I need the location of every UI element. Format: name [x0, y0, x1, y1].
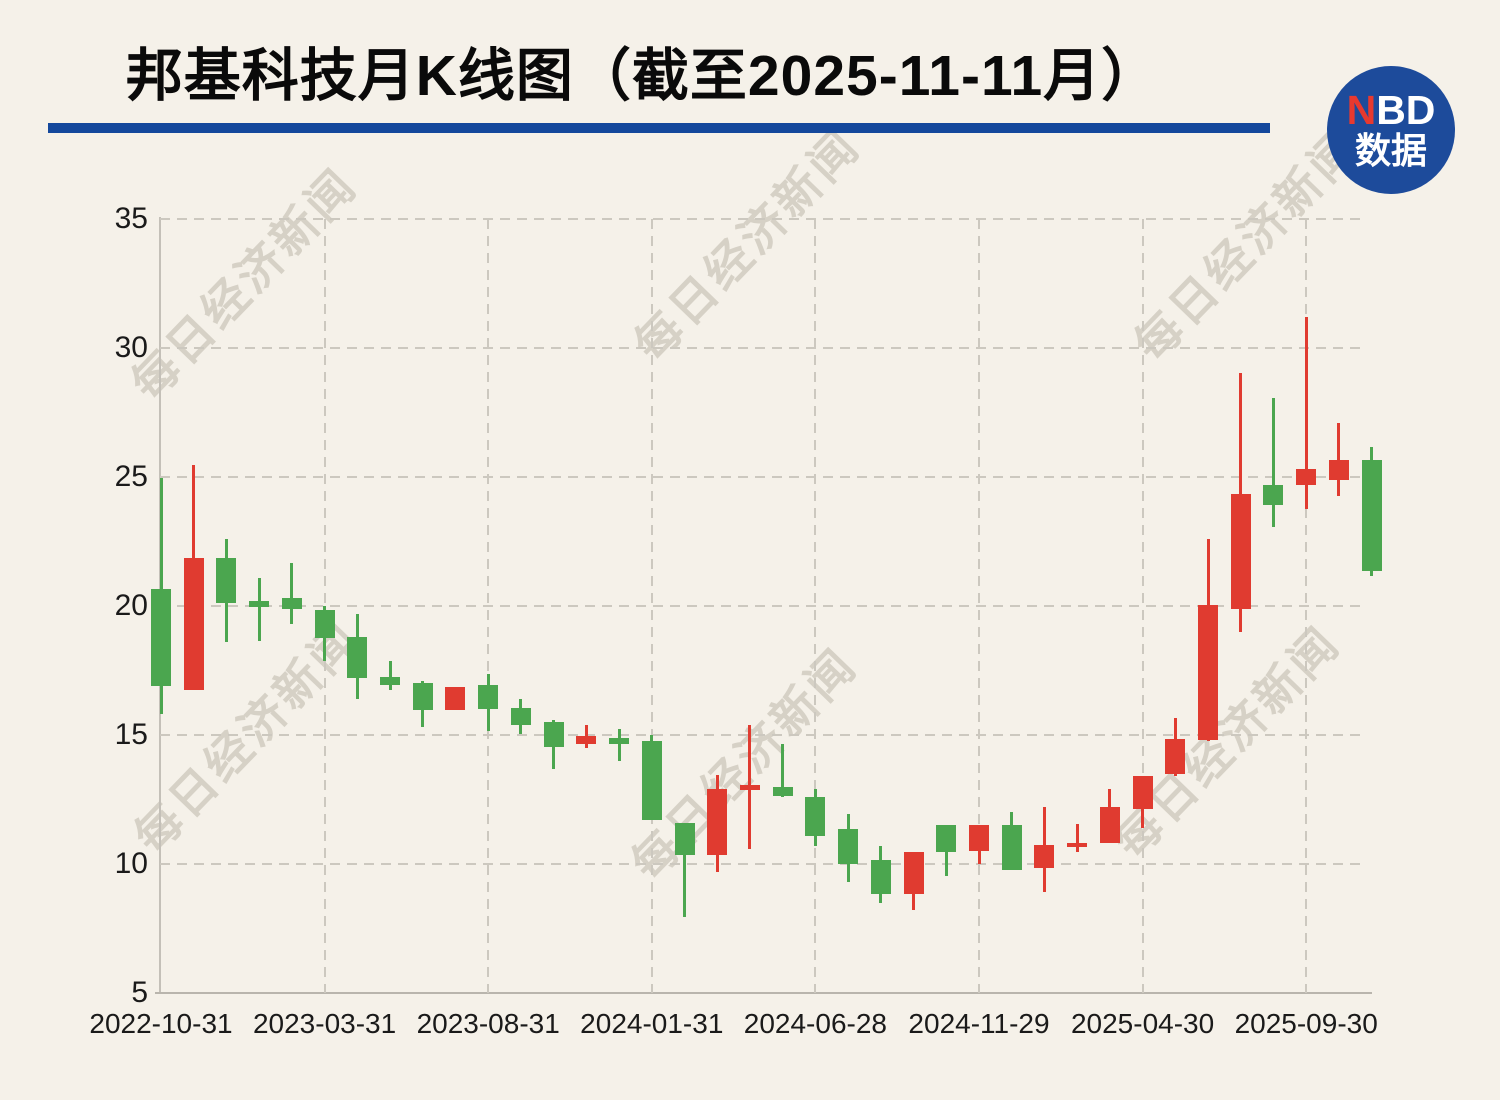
x-axis-label: 2022-10-31 [89, 1008, 233, 1039]
candle-wick-2024-02 [683, 822, 687, 917]
nbd-logo-text: NBD [1346, 87, 1436, 133]
candle-2025-10 [1328, 460, 1349, 480]
gridline-horizontal [160, 605, 1363, 607]
gridline-vertical [487, 219, 490, 993]
candle-wick-2023-12 [617, 728, 621, 761]
x-axis-label: 2025-09-30 [1234, 1008, 1378, 1039]
candle-2023-08 [478, 684, 499, 710]
candle-2023-04 [347, 636, 368, 679]
candle-2022-10 [151, 589, 171, 686]
candle-wick-2025-10 [1337, 422, 1341, 497]
x-axis-line [155, 992, 1372, 994]
candle-2025-08 [1263, 484, 1284, 506]
candle-2024-10 [936, 825, 957, 853]
gridline-vertical [978, 219, 980, 993]
candle-2024-05 [772, 786, 793, 796]
candle-2023-09 [510, 707, 531, 725]
candle-2024-11 [969, 825, 989, 852]
x-axis-label: 2024-06-28 [743, 1008, 887, 1039]
candle-wick-2023-01 [257, 577, 261, 641]
gridline-horizontal [160, 347, 1363, 349]
candle-2023-11 [576, 736, 597, 745]
gridline-vertical [1141, 219, 1144, 993]
candle-2025-02 [1067, 843, 1088, 848]
x-axis-label: 2023-08-31 [416, 1008, 560, 1039]
candle-wick-2024-05 [781, 744, 785, 797]
candle-2024-09 [903, 852, 924, 894]
candle-2023-01 [249, 600, 270, 608]
gridline-horizontal [160, 734, 1363, 736]
candle-2025-04 [1132, 776, 1153, 809]
candle-2022-11 [183, 558, 204, 690]
candle-2023-06 [412, 683, 433, 711]
candle-2023-05 [380, 676, 401, 685]
y-axis-label: 20 [114, 589, 148, 622]
gridline-vertical [814, 219, 817, 993]
candle-2023-12 [609, 737, 630, 745]
candle-wick-2025-08 [1271, 398, 1275, 528]
candle-2025-11 [1361, 460, 1382, 572]
x-axis-label: 2025-04-30 [1070, 1008, 1215, 1039]
candle-2025-05 [1165, 738, 1186, 774]
candle-2024-01 [641, 741, 662, 821]
gridline-horizontal [160, 476, 1363, 478]
candle-2025-09 [1296, 469, 1317, 485]
x-axis-label: 2023-03-31 [252, 1008, 397, 1039]
candle-2025-06 [1198, 604, 1219, 741]
candle-2023-10 [543, 722, 564, 747]
candle-2024-04 [739, 785, 760, 791]
y-axis-label: 15 [114, 718, 148, 751]
gridline-vertical [1305, 219, 1308, 993]
y-axis-label: 5 [131, 976, 148, 1009]
candle-2025-03 [1099, 807, 1120, 844]
candle-2023-02 [281, 598, 302, 609]
page-title: 邦基科技月K线图（截至2025-11-11月） [125, 44, 1160, 108]
candle-2024-07 [838, 829, 859, 864]
candle-2023-07 [445, 687, 466, 711]
candle-2024-06 [805, 796, 826, 836]
nbd-logo-subtitle: 数据 [1354, 130, 1427, 171]
y-axis-label: 25 [114, 460, 148, 493]
candle-wick-2025-02 [1075, 824, 1079, 853]
candle-2025-01 [1034, 844, 1055, 868]
candle-2024-03 [707, 789, 728, 855]
gridline-horizontal [160, 218, 1363, 220]
candle-2025-07 [1230, 493, 1251, 609]
candle-wick-2023-02 [290, 563, 294, 625]
y-axis-label: 30 [114, 331, 148, 364]
gridline-vertical [650, 219, 653, 993]
title-underline [48, 123, 1270, 133]
candle-wick-2023-05 [388, 661, 392, 690]
y-axis-label: 10 [114, 847, 148, 880]
candle-2022-12 [216, 558, 237, 604]
nbd-logo: NBD 数据 [1327, 66, 1455, 194]
gridline-horizontal [160, 863, 1363, 865]
y-axis-label: 35 [114, 202, 148, 235]
candle-2023-03 [314, 609, 335, 639]
x-axis-label: 2024-11-29 [908, 1008, 1050, 1039]
x-axis-label: 2024-01-31 [580, 1008, 724, 1039]
candle-2024-02 [674, 822, 695, 855]
candle-wick-2025-09 [1304, 317, 1308, 510]
candle-2024-08 [870, 860, 891, 894]
candle-2024-12 [1001, 825, 1022, 871]
